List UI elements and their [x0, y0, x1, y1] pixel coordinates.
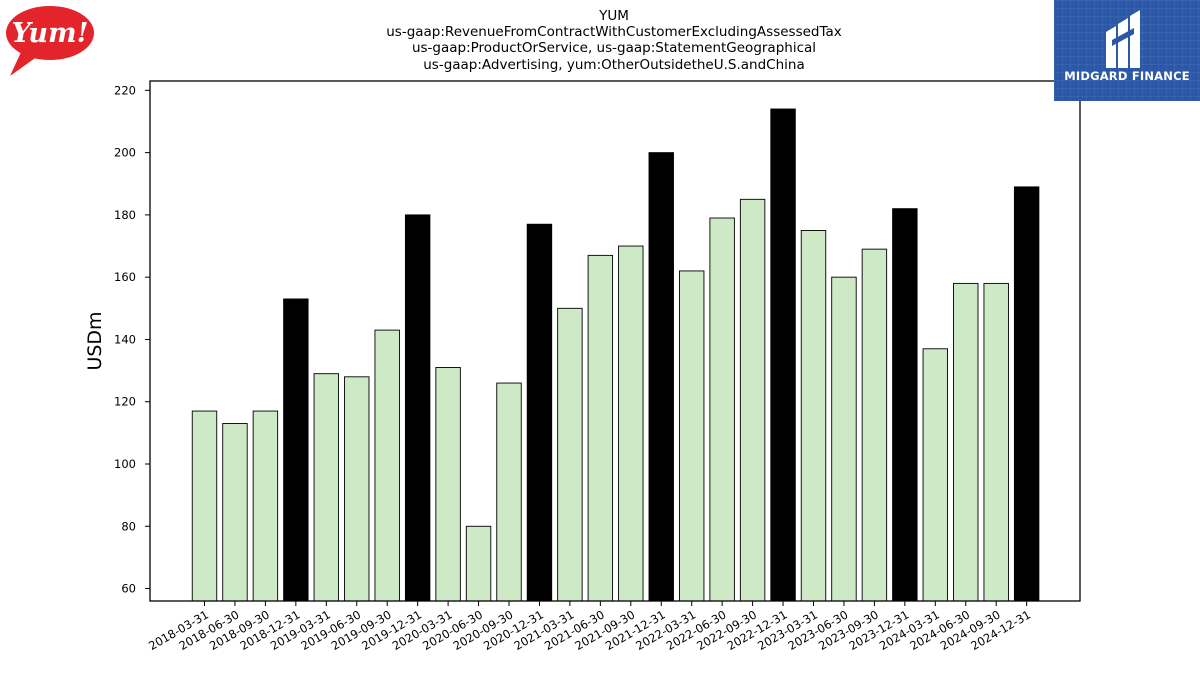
bar-2019-03-31	[313, 373, 339, 602]
bar-2020-09-30	[496, 382, 522, 602]
plot-frame	[149, 80, 1081, 602]
bar-2021-09-30	[618, 245, 644, 602]
bar-2018-03-31	[191, 410, 218, 602]
bar-2019-09-30	[374, 329, 400, 602]
bar-2019-12-31	[404, 214, 431, 602]
bar-2022-09-30	[739, 198, 766, 602]
chart-title-line-2: us-gaap:RevenueFromContractWithCustomerE…	[386, 24, 842, 40]
y-axis-label: USDm	[84, 311, 106, 370]
bar-2023-09-30	[861, 248, 888, 602]
y-tick-label-160: 160	[114, 270, 136, 284]
chart-title-line-4: us-gaap:Advertising, yum:OtherOutsidethe…	[423, 57, 805, 73]
x-axis: 2018-03-312018-06-302018-09-302018-12-31…	[146, 601, 1033, 653]
y-axis: 60 80 100 120 140 160 180 200 220	[114, 83, 150, 596]
chart-title-line-3: us-gaap:ProductOrService, us-gaap:Statem…	[412, 40, 816, 56]
y-tick-label-60: 60	[121, 582, 136, 596]
y-tick-label-140: 140	[114, 332, 136, 346]
bar-2020-12-31	[526, 223, 553, 602]
bar-2020-06-30	[465, 525, 492, 602]
y-tick-label-80: 80	[121, 519, 136, 533]
midgard-finance-logo: MIDGARD FINANCE	[1054, 0, 1200, 101]
y-tick-label-220: 220	[114, 83, 136, 97]
bar-2024-06-30	[953, 282, 979, 602]
bar-2019-06-30	[344, 376, 370, 602]
bar-2023-12-31	[892, 208, 918, 602]
bar-2018-09-30	[252, 410, 279, 602]
bar-2022-12-31	[770, 108, 796, 602]
midgard-finance-logo-text: MIDGARD FINANCE	[1064, 69, 1190, 83]
chart-title: YUM us-gaap:RevenueFromContractWithCusto…	[386, 8, 842, 73]
midgard-mark-icon	[1106, 10, 1140, 68]
bar-2023-06-30	[831, 276, 857, 602]
chart-title-line-1: YUM	[598, 8, 629, 24]
bar-2021-12-31	[648, 152, 674, 602]
bar-2018-12-31	[283, 298, 309, 602]
bar-2020-03-31	[435, 367, 461, 602]
y-tick-label-180: 180	[114, 208, 136, 222]
yum-logo: Yum!	[4, 4, 96, 82]
bar-2021-06-30	[587, 254, 614, 602]
bars	[191, 108, 1040, 602]
y-tick-label-120: 120	[114, 395, 136, 409]
bar-2023-03-31	[800, 230, 827, 602]
bar-2024-03-31	[922, 348, 948, 602]
bar-2021-03-31	[557, 307, 583, 602]
y-tick-label-200: 200	[114, 146, 136, 160]
yum-logo-text: Yum!	[12, 18, 89, 49]
bar-2022-03-31	[679, 270, 705, 602]
bar-2022-06-30	[709, 217, 735, 602]
bar-2024-12-31	[1013, 186, 1040, 602]
bar-2018-06-30	[222, 423, 248, 602]
bar-2024-09-30	[983, 282, 1009, 602]
y-tick-label-100: 100	[114, 457, 136, 471]
